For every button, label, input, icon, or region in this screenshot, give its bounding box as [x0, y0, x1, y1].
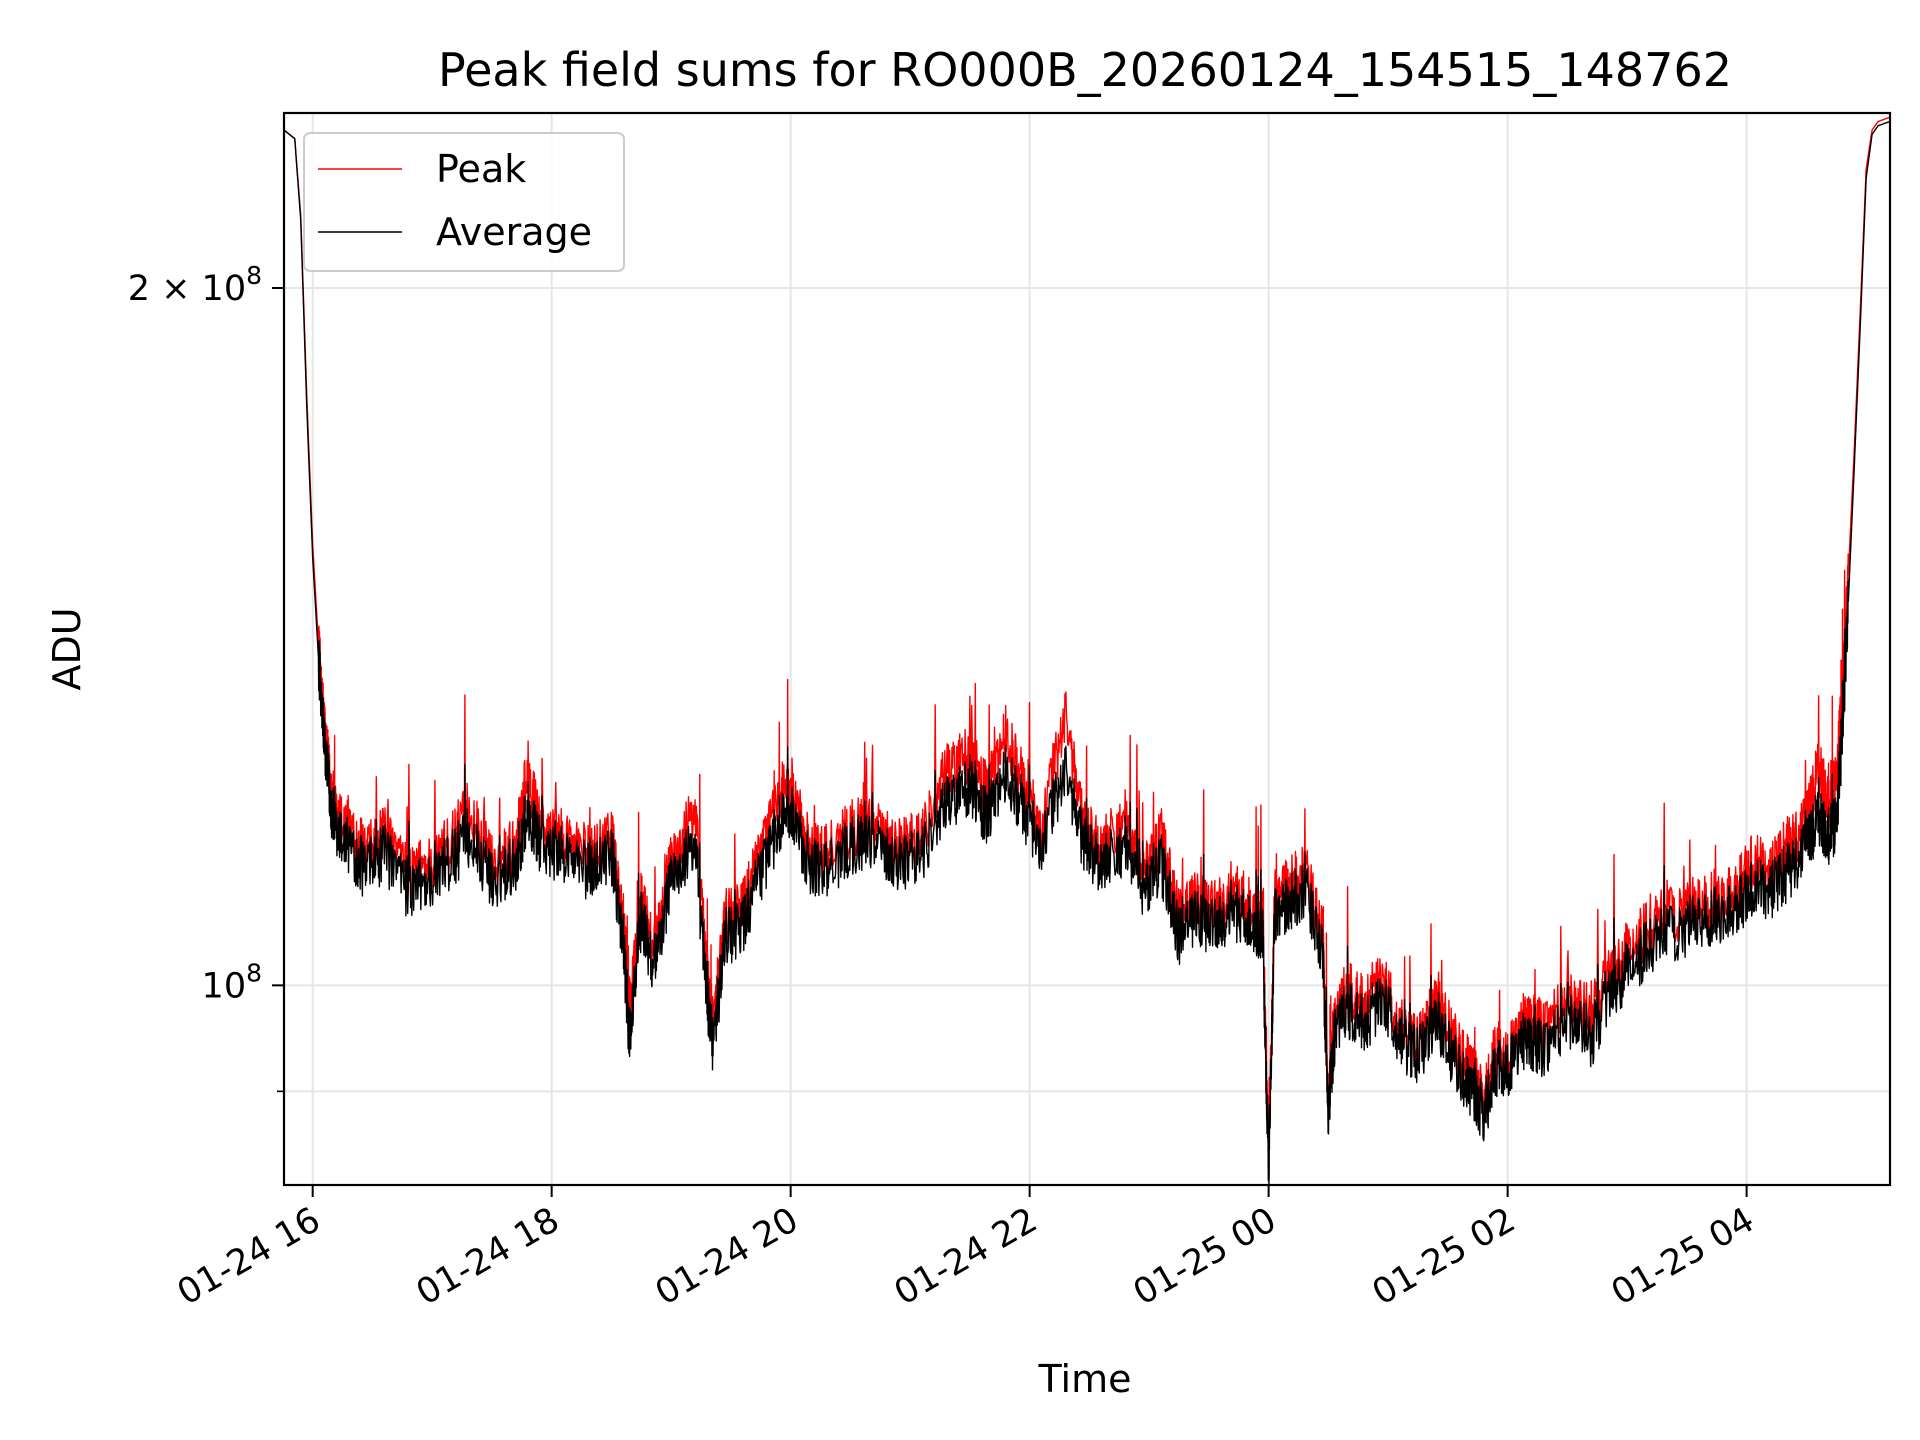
legend-label-average: Average — [436, 210, 592, 254]
chart-title: Peak field sums for RO000B_20260124_1545… — [438, 43, 1732, 97]
y-tick-label: 108 — [202, 958, 262, 1006]
legend: Peak Average — [303, 132, 625, 272]
legend-box — [303, 132, 625, 272]
x-axis-label: Time — [1038, 1357, 1132, 1401]
y-axis-ticks: 108 2 × 108 — [128, 261, 284, 1093]
series-layer — [283, 116, 1891, 1186]
legend-label-peak: Peak — [436, 147, 526, 191]
y-tick-label: 2 × 108 — [128, 261, 262, 309]
y-axis-label: ADU — [45, 607, 89, 690]
series-line-average — [283, 120, 1891, 1186]
plot-frame — [282, 111, 1892, 1187]
grid-layer — [284, 113, 1890, 1185]
